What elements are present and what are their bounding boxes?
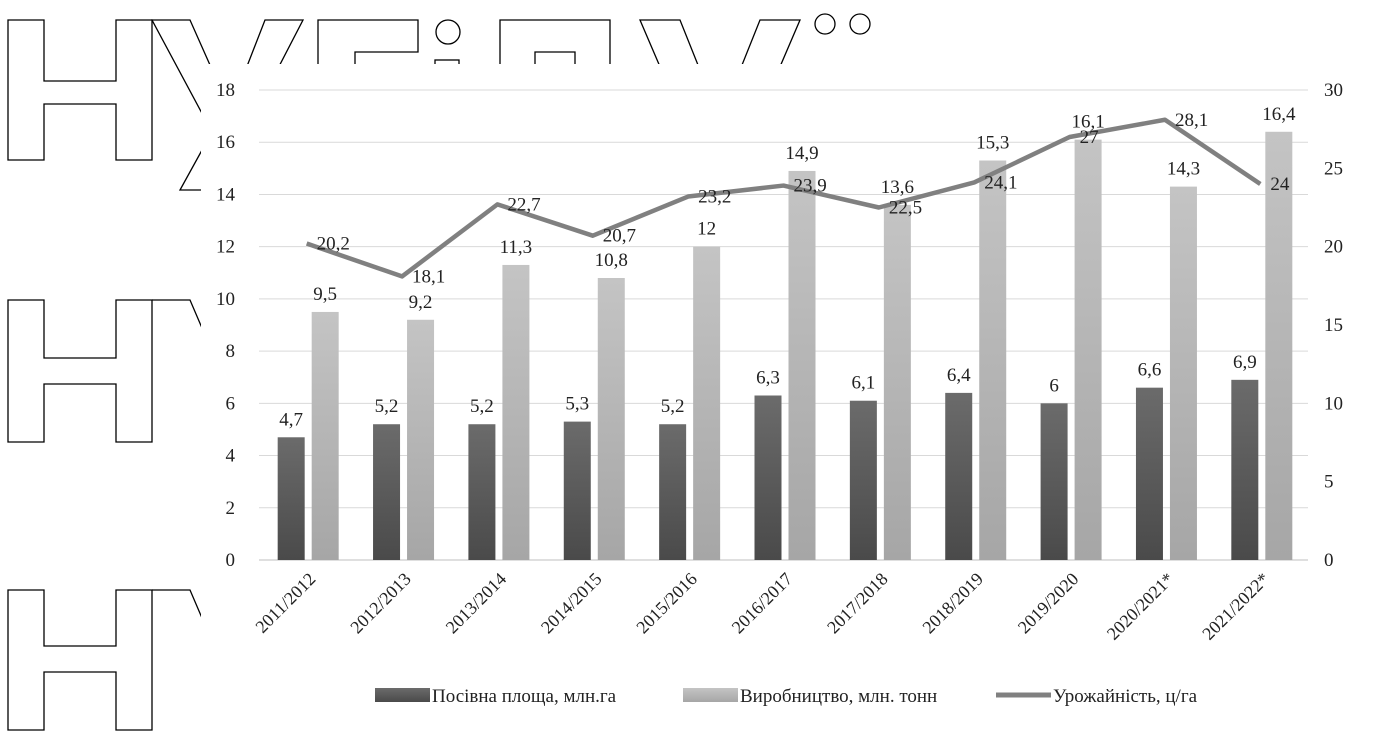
bar-production <box>1265 132 1292 560</box>
right-tick-label: 25 <box>1324 158 1343 179</box>
x-tick-label: 2021/2022* <box>1198 569 1273 644</box>
data-label-production: 10,8 <box>595 250 628 271</box>
x-tick-label: 2015/2016 <box>632 569 701 638</box>
x-tick-label: 2018/2019 <box>918 569 987 638</box>
x-tick-label: 2014/2015 <box>537 569 606 638</box>
left-tick-label: 14 <box>216 184 236 205</box>
data-label-sown-area: 6,6 <box>1138 360 1162 381</box>
bar-sown-area <box>373 424 400 560</box>
left-axis: 0 2 4 6 8 10 12 14 16 18 <box>216 80 236 571</box>
x-tick-label: 2012/2013 <box>346 569 415 638</box>
data-label-yield: 22,7 <box>507 194 540 215</box>
bar-production <box>884 205 911 560</box>
data-label-production: 13,6 <box>881 177 914 198</box>
x-axis: 2011/2012 2012/2013 2013/2014 2014/2015 2015… <box>251 569 1273 644</box>
data-label-yield: 24 <box>1270 174 1290 195</box>
left-tick-label: 2 <box>226 498 236 519</box>
data-label-production: 9,5 <box>313 284 337 305</box>
data-label-sown-area: 6,4 <box>947 365 971 386</box>
legend-label: Урожайність, ц/га <box>1053 686 1198 707</box>
data-label-yield: 23,2 <box>698 187 731 208</box>
data-label-sown-area: 6,1 <box>851 373 875 394</box>
right-axis: 0 5 10 15 20 25 30 <box>1324 80 1343 571</box>
bar-production <box>502 265 529 560</box>
data-label-sown-area: 4,7 <box>279 409 303 430</box>
data-label-sown-area: 6,3 <box>756 368 780 389</box>
bar-production <box>979 161 1006 561</box>
data-label-production: 14,3 <box>1167 159 1200 180</box>
data-label-yield: 23,9 <box>794 176 827 197</box>
data-label-yield: 27 <box>1080 127 1099 148</box>
bar-sown-area <box>278 437 305 560</box>
x-tick-label: 2013/2014 <box>442 569 511 638</box>
x-tick-label: 2017/2018 <box>823 569 892 638</box>
data-label-production: 14,9 <box>785 143 818 164</box>
left-tick-label: 16 <box>216 132 235 153</box>
data-label-production: 16,4 <box>1262 104 1296 125</box>
legend-label: Посівна площа, млн.га <box>432 686 617 707</box>
chart-panel: 0 2 4 6 8 10 12 14 16 18 0 5 10 15 20 25 30 4,7 9,5 20,2 5… <box>201 64 1392 734</box>
x-tick-label: 2016/2017 <box>728 569 797 638</box>
bar-sown-area <box>1136 388 1163 560</box>
legend: Посівна площа, млн.га Виробництво, млн. т… <box>375 686 1198 707</box>
legend-swatch <box>683 688 738 702</box>
bar-sown-area <box>1231 380 1258 560</box>
bar-production <box>598 278 625 560</box>
left-tick-label: 6 <box>226 393 236 414</box>
left-tick-label: 0 <box>226 550 236 571</box>
left-tick-label: 12 <box>216 237 235 258</box>
bar-sown-area <box>659 424 686 560</box>
data-label-sown-area: 5,2 <box>661 396 685 417</box>
right-tick-label: 15 <box>1324 315 1343 336</box>
bar-sown-area <box>468 424 495 560</box>
bar-production <box>312 312 339 560</box>
left-tick-label: 10 <box>216 289 235 310</box>
bar-sown-area <box>755 396 782 561</box>
right-tick-label: 30 <box>1324 80 1343 101</box>
bar-production <box>407 320 434 560</box>
right-tick-label: 0 <box>1324 550 1334 571</box>
data-label-yield: 18,1 <box>412 266 445 287</box>
right-tick-label: 10 <box>1324 393 1343 414</box>
data-label-sown-area: 5,2 <box>375 396 399 417</box>
right-tick-label: 20 <box>1324 237 1343 258</box>
bars-group <box>278 132 1293 560</box>
data-label-production: 9,2 <box>409 292 433 313</box>
data-label-yield: 20,7 <box>603 226 636 247</box>
data-label-yield: 22,5 <box>889 198 922 219</box>
data-label-yield: 24,1 <box>984 172 1017 193</box>
left-tick-label: 4 <box>226 446 236 467</box>
left-tick-label: 8 <box>226 341 236 362</box>
data-label-production: 15,3 <box>976 133 1009 154</box>
left-tick-label: 18 <box>216 80 235 101</box>
bar-sown-area <box>1041 403 1068 560</box>
legend-swatch <box>375 688 430 702</box>
x-tick-label: 2020/2021* <box>1103 569 1178 644</box>
bar-production <box>1170 187 1197 560</box>
line-group <box>307 120 1261 277</box>
bar-production <box>1075 140 1102 560</box>
data-label-production: 12 <box>697 219 716 240</box>
data-label-production: 11,3 <box>500 237 533 258</box>
bar-sown-area <box>945 393 972 560</box>
x-tick-label: 2011/2012 <box>251 569 319 637</box>
data-label-sown-area: 6,9 <box>1233 352 1257 373</box>
line-yield <box>307 120 1261 277</box>
data-label-sown-area: 6 <box>1049 375 1059 396</box>
data-label-sown-area: 5,3 <box>565 394 589 415</box>
bar-sown-area <box>850 401 877 560</box>
data-label-yield: 28,1 <box>1175 110 1208 131</box>
x-tick-label: 2019/2020 <box>1014 569 1083 638</box>
bar-production <box>693 247 720 560</box>
bar-production <box>789 171 816 560</box>
legend-label: Виробництво, млн. тонн <box>740 686 937 707</box>
bar-sown-area <box>564 422 591 560</box>
data-label-sown-area: 5,2 <box>470 396 494 417</box>
data-label-yield: 20,2 <box>317 234 350 255</box>
right-tick-label: 5 <box>1324 472 1334 493</box>
